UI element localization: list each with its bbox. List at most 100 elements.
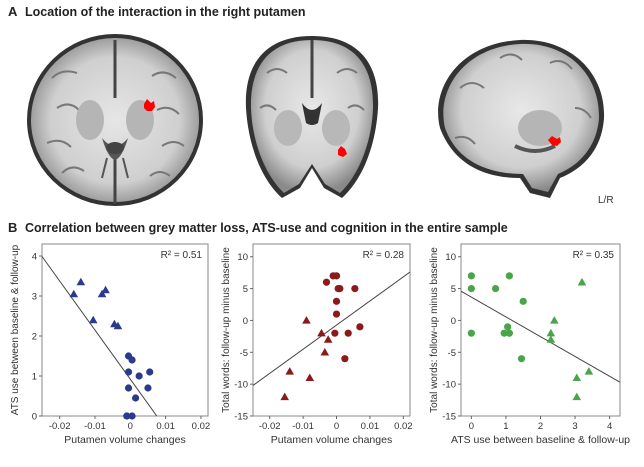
- panel-a-letter: A: [8, 4, 18, 19]
- y-tick-label: 10: [237, 252, 248, 263]
- data-point-circle: [124, 368, 133, 376]
- panel-b-letter: B: [8, 220, 18, 235]
- y-tick-label: -15: [442, 412, 456, 423]
- panel-a-heading: A Location of the interaction in the rig…: [8, 4, 306, 19]
- activation-cluster: [144, 99, 155, 111]
- data-point-circle: [128, 356, 136, 364]
- panel-a-title: Location of the interaction in the right…: [25, 5, 306, 19]
- y-tick-label: -10: [442, 380, 456, 391]
- x-tick-label: 0: [128, 421, 133, 432]
- orientation-label: L/R: [598, 195, 614, 206]
- activation-cluster: [548, 136, 561, 146]
- x-tick-label: -0.01: [84, 421, 106, 432]
- data-point-circle: [519, 297, 527, 305]
- data-point-circle: [500, 329, 508, 337]
- data-point-circle: [341, 355, 349, 363]
- data-point-circle: [131, 394, 140, 402]
- data-point-triangle: [323, 335, 333, 343]
- data-point-circle: [356, 323, 364, 331]
- data-point-triangle: [577, 277, 587, 286]
- x-tick-label: -0.01: [292, 421, 314, 432]
- data-point-circle: [332, 272, 341, 280]
- data-point-triangle: [320, 347, 330, 356]
- data-point-circle: [504, 323, 512, 331]
- x-tick-label: 0: [469, 421, 474, 432]
- sagittal-brain-slice: [438, 39, 605, 198]
- r-squared-label: R² = 0.28: [363, 250, 405, 261]
- data-point-triangle: [572, 392, 582, 401]
- x-tick-label: -0.02: [259, 421, 281, 432]
- x-axis-label: ATS use between baseline & follow-up: [451, 434, 630, 446]
- data-point-circle: [344, 329, 352, 337]
- x-axis-label: Putamen volume changes: [64, 434, 185, 446]
- regression-line: [253, 271, 410, 386]
- data-point-triangle: [305, 373, 315, 382]
- data-point-circle: [467, 284, 475, 293]
- data-point-circle: [146, 368, 154, 376]
- x-tick-label: 0.02: [394, 421, 413, 432]
- data-point-circle: [135, 372, 143, 380]
- r-squared-label: R² = 0.35: [573, 250, 615, 261]
- data-point-triangle: [572, 373, 582, 382]
- data-point-triangle: [546, 328, 556, 337]
- x-tick-label: 2: [538, 421, 543, 432]
- x-tick-label: 1: [503, 421, 508, 432]
- y-tick-label: -15: [234, 412, 248, 423]
- data-point-triangle: [317, 328, 326, 337]
- y-tick-label: 0: [451, 316, 456, 327]
- data-point-circle: [144, 384, 152, 392]
- y-tick-label: 1: [32, 372, 37, 383]
- x-tick-label: 0.01: [361, 421, 380, 432]
- y-tick-label: 0: [243, 316, 248, 327]
- plot-frame: [252, 243, 411, 417]
- x-tick-label: 0.01: [156, 421, 175, 432]
- coronal-brain-slice: [245, 36, 379, 198]
- data-point-triangle: [584, 367, 594, 375]
- y-tick-label: -10: [234, 380, 248, 391]
- y-axis-label: Total words: follow-up minus baseline: [429, 247, 440, 413]
- y-tick-label: 0: [32, 412, 37, 423]
- y-axis-label: Total words: follow-up minus baseline: [221, 247, 232, 413]
- scatter-chart-1: -0.02 -0.01 0 0.01 0.02 0 1 2 3 4 Putamen volume c…: [10, 243, 211, 446]
- panel-b-title: Correlation between grey matter loss, AT…: [25, 221, 508, 235]
- regression-line: [42, 255, 158, 416]
- data-point-circle: [336, 284, 344, 293]
- scatter-chart-3: 0 1 2 3 4 -15 -10 -5 0 5 10 ATS use between baselin…: [429, 243, 630, 446]
- data-point-circle: [332, 310, 341, 318]
- data-point-triangle: [550, 316, 559, 324]
- data-point-circle: [467, 272, 475, 280]
- data-point-circle: [505, 272, 513, 280]
- y-tick-label: -5: [240, 348, 248, 359]
- data-point-circle: [123, 412, 131, 420]
- y-tick-label: 5: [243, 284, 248, 295]
- data-point-triangle: [69, 289, 79, 298]
- y-tick-label: 4: [32, 252, 37, 263]
- data-point-circle: [331, 329, 339, 337]
- data-point-triangle: [88, 315, 98, 324]
- data-point-triangle: [76, 277, 86, 286]
- data-point-circle: [491, 284, 500, 293]
- x-axis-label: Putamen volume changes: [271, 434, 392, 446]
- data-point-triangle: [113, 321, 123, 330]
- x-tick-label: 0.02: [192, 421, 211, 432]
- data-point-circle: [467, 329, 475, 337]
- x-tick-label: 4: [607, 421, 612, 432]
- y-tick-label: -5: [448, 348, 456, 359]
- data-point-circle: [505, 329, 513, 337]
- data-point-circle: [128, 412, 136, 420]
- data-point-circle: [517, 355, 526, 363]
- data-point-triangle: [101, 285, 110, 294]
- panel-b-heading: B Correlation between grey matter loss, …: [8, 220, 508, 235]
- data-point-circle: [124, 384, 133, 392]
- y-tick-label: 3: [32, 292, 37, 303]
- y-tick-label: 2: [32, 332, 37, 343]
- y-axis-label: ATS use between baseline & follow-up: [10, 244, 21, 415]
- x-tick-label: -0.02: [49, 421, 71, 432]
- data-point-triangle: [302, 316, 311, 324]
- data-point-triangle: [285, 367, 295, 375]
- scatter-chart-2: -0.02 -0.01 0 0.01 0.02 -15 -10 -5 0 5 10 Putamen v…: [221, 243, 413, 446]
- plot-frame: [41, 243, 209, 417]
- data-point-circle: [332, 297, 341, 305]
- activation-cluster: [338, 146, 347, 157]
- data-point-triangle: [546, 335, 556, 343]
